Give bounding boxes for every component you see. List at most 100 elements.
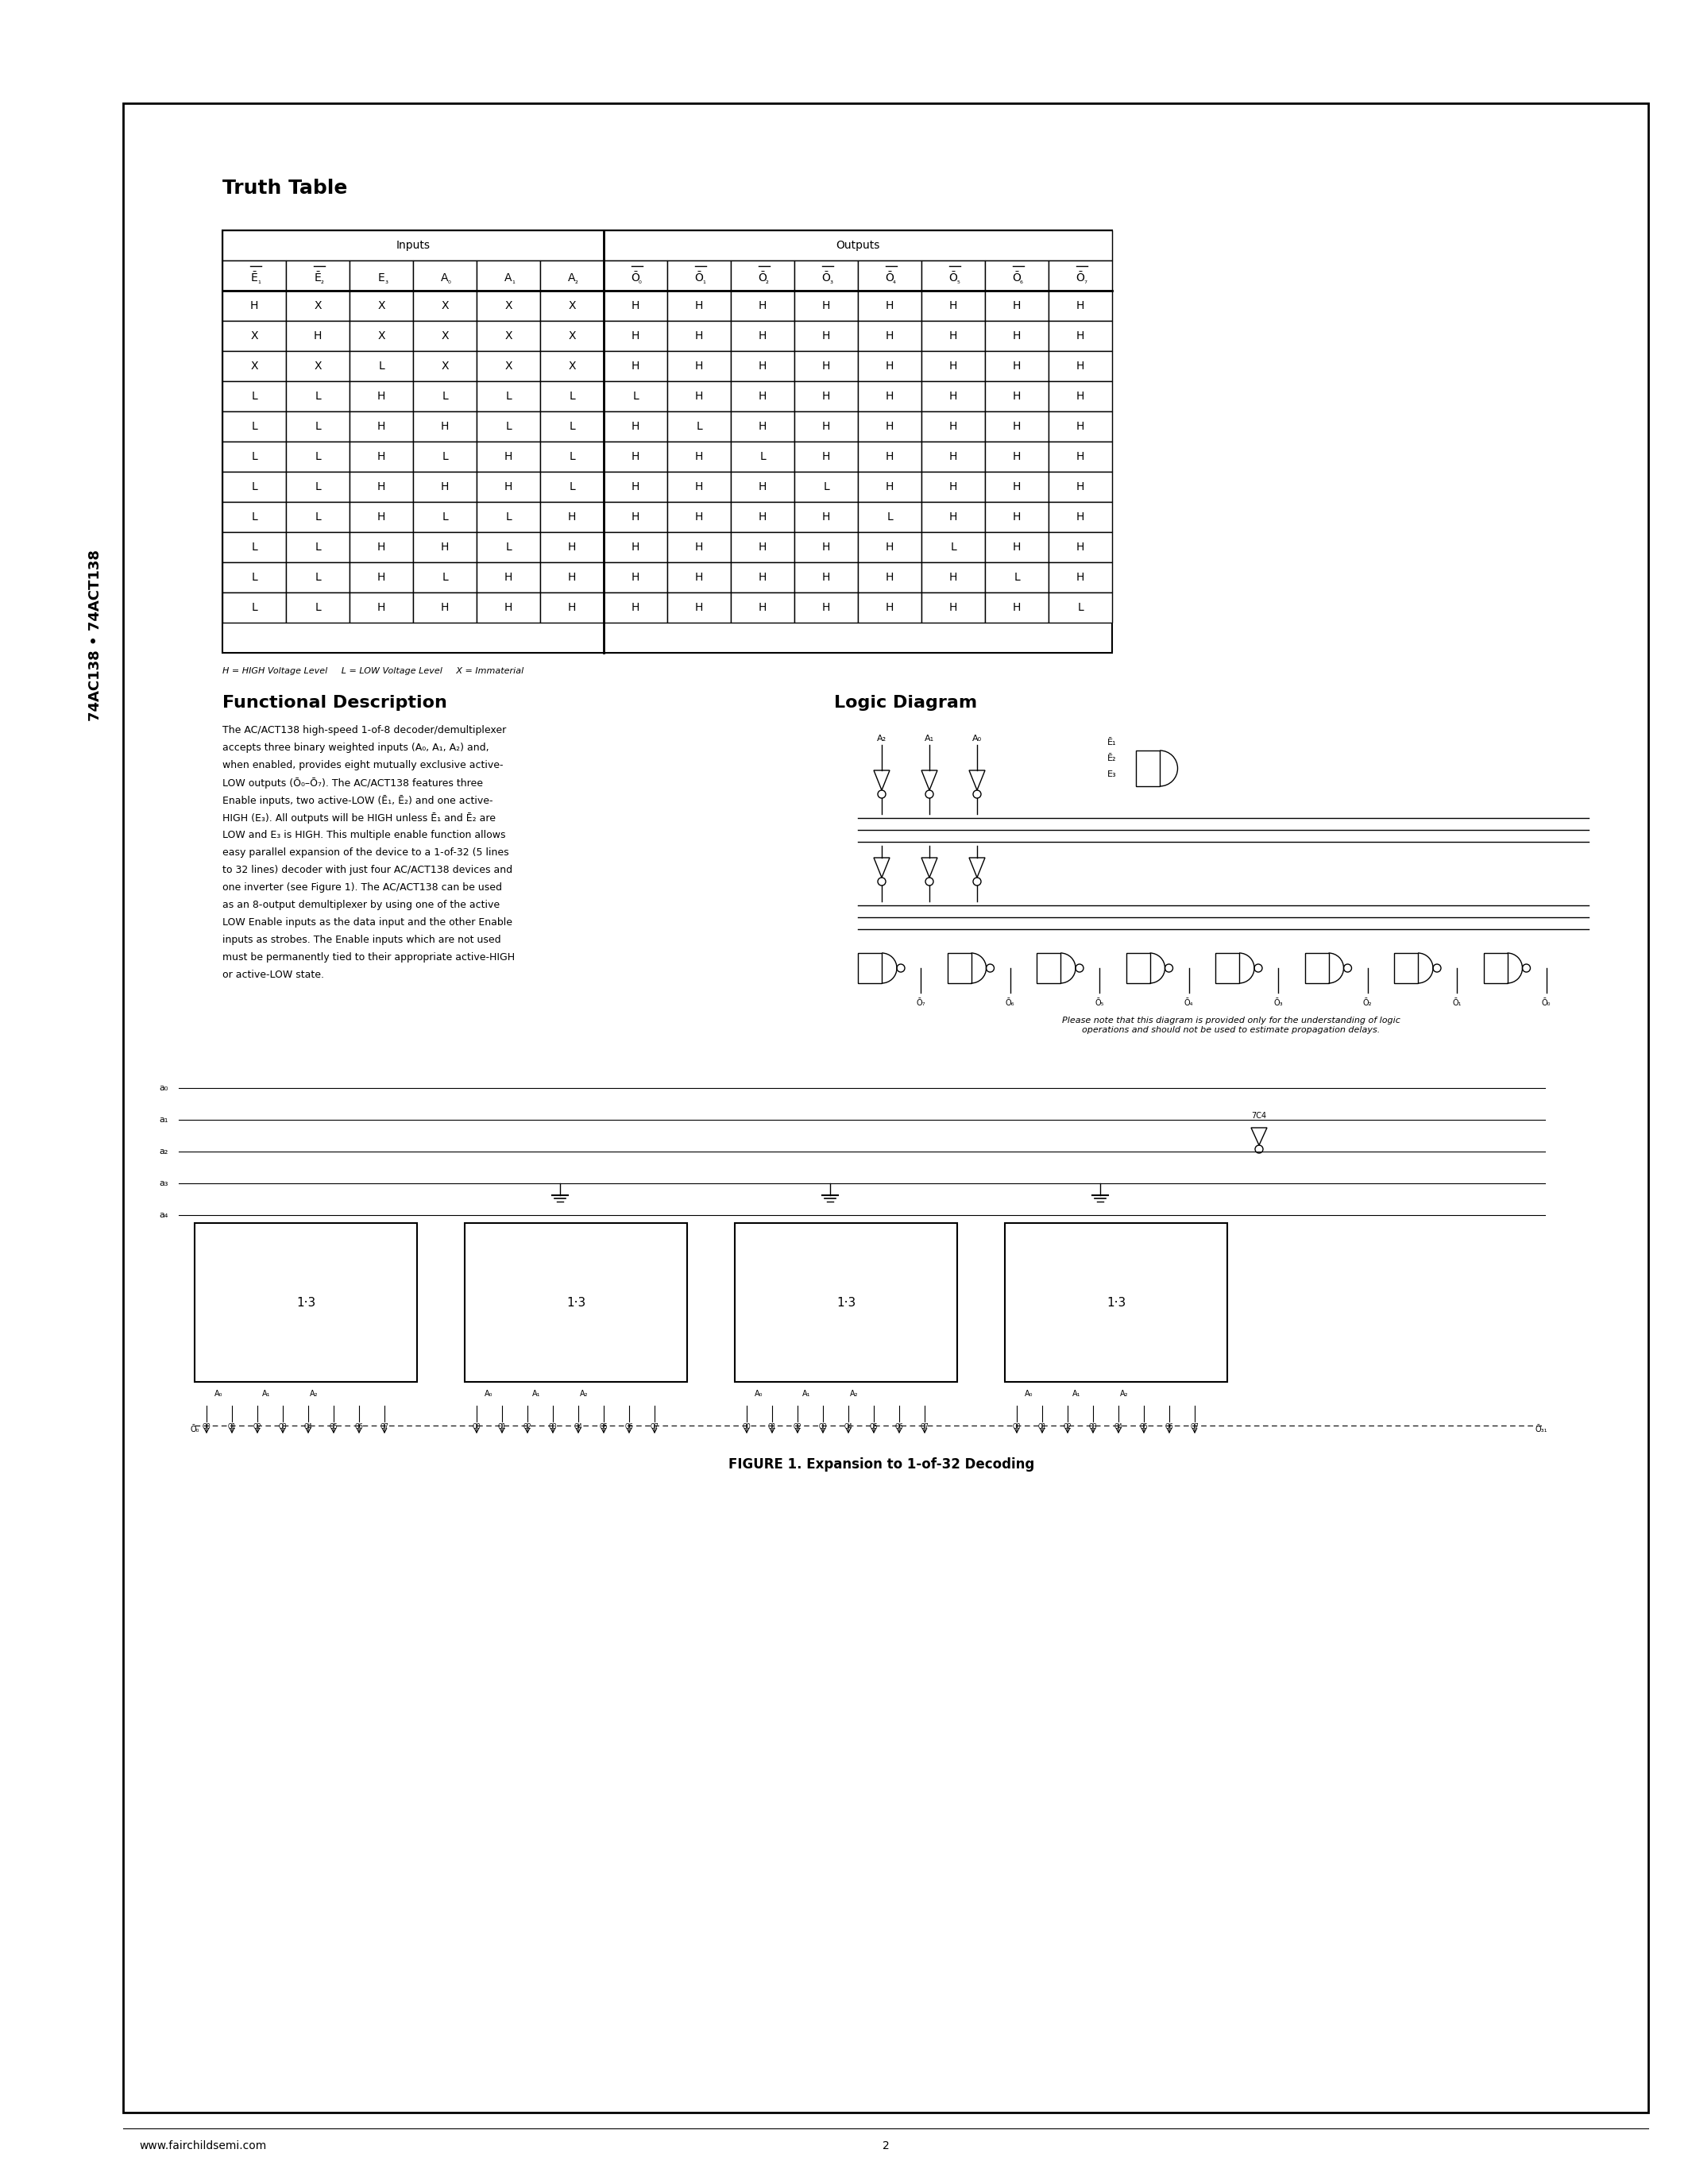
Text: H: H (949, 330, 957, 341)
Text: H: H (376, 422, 385, 432)
Bar (858, 260, 922, 290)
Bar (1048, 411, 1112, 441)
Text: L: L (252, 603, 257, 614)
Bar (795, 561, 858, 592)
Bar (414, 290, 476, 321)
Text: Ō₆: Ō₆ (1006, 998, 1014, 1007)
Bar (285, 592, 349, 622)
Bar (414, 502, 476, 533)
Bar (285, 441, 349, 472)
Text: L: L (442, 511, 447, 522)
Text: H: H (441, 422, 449, 432)
Text: www.fairchildsemi.com: www.fairchildsemi.com (138, 2140, 267, 2151)
Text: Ē₂: Ē₂ (1107, 753, 1117, 762)
Text: easy parallel expansion of the device to a 1-of-32 (5 lines: easy parallel expansion of the device to… (223, 847, 508, 858)
Text: H: H (758, 572, 766, 583)
Text: L: L (252, 511, 257, 522)
Text: Ō₀: Ō₀ (191, 1426, 199, 1433)
Text: H: H (758, 422, 766, 432)
Text: E₃: E₃ (1107, 771, 1117, 778)
Bar (223, 382, 285, 411)
Bar (414, 592, 476, 622)
Text: H: H (1013, 330, 1021, 341)
Bar (986, 321, 1048, 352)
Text: ₂: ₂ (321, 277, 324, 286)
Text: H: H (886, 603, 895, 614)
Bar (986, 441, 1048, 472)
Bar (540, 321, 604, 352)
Text: H: H (1013, 542, 1021, 553)
Text: Ō: Ō (1075, 273, 1085, 284)
Text: Ē: Ē (314, 273, 321, 284)
Bar (223, 441, 285, 472)
Text: L: L (569, 422, 576, 432)
Text: Inputs: Inputs (397, 240, 430, 251)
Text: H: H (758, 542, 766, 553)
Text: O3: O3 (1089, 1424, 1097, 1431)
Text: H: H (822, 299, 830, 312)
Text: L: L (252, 452, 257, 463)
Bar (540, 441, 604, 472)
Bar (476, 592, 540, 622)
Text: H: H (631, 422, 640, 432)
Text: X: X (378, 299, 385, 312)
Text: H: H (758, 330, 766, 341)
Bar (604, 229, 1112, 260)
Text: H: H (949, 360, 957, 371)
Bar (795, 441, 858, 472)
Text: A₀: A₀ (484, 1389, 493, 1398)
Text: 1·3: 1·3 (565, 1297, 586, 1308)
Bar (858, 352, 922, 382)
Bar (795, 533, 858, 561)
Bar (1048, 441, 1112, 472)
Text: H: H (1077, 391, 1084, 402)
Text: Logic Diagram: Logic Diagram (834, 695, 977, 710)
Text: H: H (631, 330, 640, 341)
Bar (476, 321, 540, 352)
Text: A₂: A₂ (849, 1389, 858, 1398)
Text: H: H (758, 360, 766, 371)
Text: H: H (949, 422, 957, 432)
Text: 1·3: 1·3 (836, 1297, 856, 1308)
Bar (731, 472, 795, 502)
Bar (1048, 260, 1112, 290)
Bar (285, 352, 349, 382)
Text: O6: O6 (354, 1424, 363, 1431)
Bar (795, 290, 858, 321)
Bar (667, 502, 731, 533)
Bar (285, 533, 349, 561)
Bar (1048, 472, 1112, 502)
Bar (667, 260, 731, 290)
Text: H: H (1077, 452, 1084, 463)
Bar (604, 290, 667, 321)
Bar (667, 472, 731, 502)
Bar (731, 382, 795, 411)
Text: X: X (314, 360, 321, 371)
Text: ₃: ₃ (385, 277, 388, 286)
Text: L: L (569, 480, 576, 491)
Text: L: L (252, 391, 257, 402)
Text: E: E (378, 273, 385, 284)
Text: H: H (695, 452, 704, 463)
Text: H: H (822, 391, 830, 402)
Bar (858, 592, 922, 622)
Bar (922, 592, 986, 622)
Text: O4: O4 (1114, 1424, 1123, 1431)
Text: Enable inputs, two active-LOW (Ē₁, Ē₂) and one active-: Enable inputs, two active-LOW (Ē₁, Ē₂) a… (223, 795, 493, 806)
Bar (223, 472, 285, 502)
Text: HIGH (E₃). All outputs will be HIGH unless Ē₁ and Ē₂ are: HIGH (E₃). All outputs will be HIGH unle… (223, 812, 496, 823)
Bar (604, 533, 667, 561)
Text: Ō₃₁: Ō₃₁ (1534, 1426, 1548, 1433)
Text: L: L (824, 480, 829, 491)
Text: H: H (1013, 360, 1021, 371)
Text: O0: O0 (473, 1424, 481, 1431)
Text: Outputs: Outputs (836, 240, 879, 251)
Bar (349, 472, 414, 502)
Text: H: H (886, 422, 895, 432)
Bar (858, 321, 922, 352)
Text: 2: 2 (883, 2140, 890, 2151)
Bar (540, 502, 604, 533)
Text: O0: O0 (203, 1424, 211, 1431)
Bar (731, 352, 795, 382)
Text: X: X (505, 360, 511, 371)
